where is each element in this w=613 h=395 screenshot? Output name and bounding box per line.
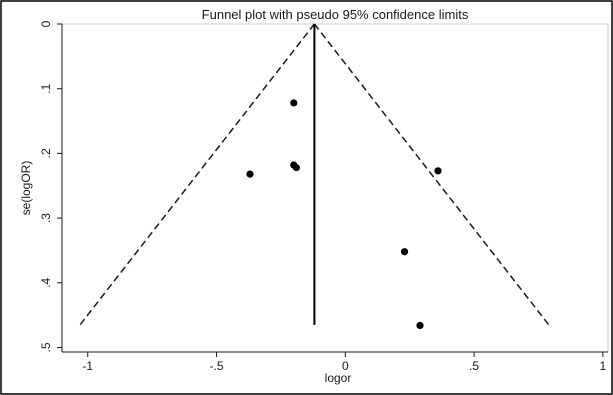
- y-axis-ticks: 0 .1 .2 .3 .4 .5: [39, 20, 62, 352]
- study-point: [246, 170, 254, 178]
- y-tick-label: .5: [39, 342, 53, 352]
- study-point: [434, 167, 442, 175]
- upper-confidence-limit-line: [313, 23, 550, 326]
- plot-area: [61, 23, 609, 353]
- x-tick-label: -1: [82, 359, 93, 373]
- y-tick-label: .3: [39, 213, 53, 223]
- x-tick-label: -.5: [210, 359, 224, 373]
- x-axis-title: logor: [325, 371, 352, 385]
- study-point: [292, 164, 300, 172]
- y-tick-label: 0: [39, 20, 53, 27]
- study-point: [400, 248, 409, 256]
- study-point: [290, 99, 298, 107]
- y-tick-label: .1: [39, 83, 53, 93]
- y-tick-label: .2: [39, 148, 53, 158]
- study-points: [246, 99, 442, 330]
- x-axis-ticks: -1 -.5 0 .5 1: [82, 352, 607, 373]
- confidence-limits: [79, 23, 550, 326]
- y-tick-label: .4: [39, 277, 53, 287]
- study-point: [416, 321, 424, 330]
- x-tick-label: 1: [600, 359, 607, 373]
- chart-title: Funnel plot with pseudo 95% confidence l…: [202, 7, 469, 22]
- y-axis-title: se(logOR): [19, 161, 33, 216]
- x-tick-label: .5: [469, 359, 479, 373]
- lower-confidence-limit-line: [79, 23, 315, 326]
- x-tick-label: 0: [342, 359, 349, 373]
